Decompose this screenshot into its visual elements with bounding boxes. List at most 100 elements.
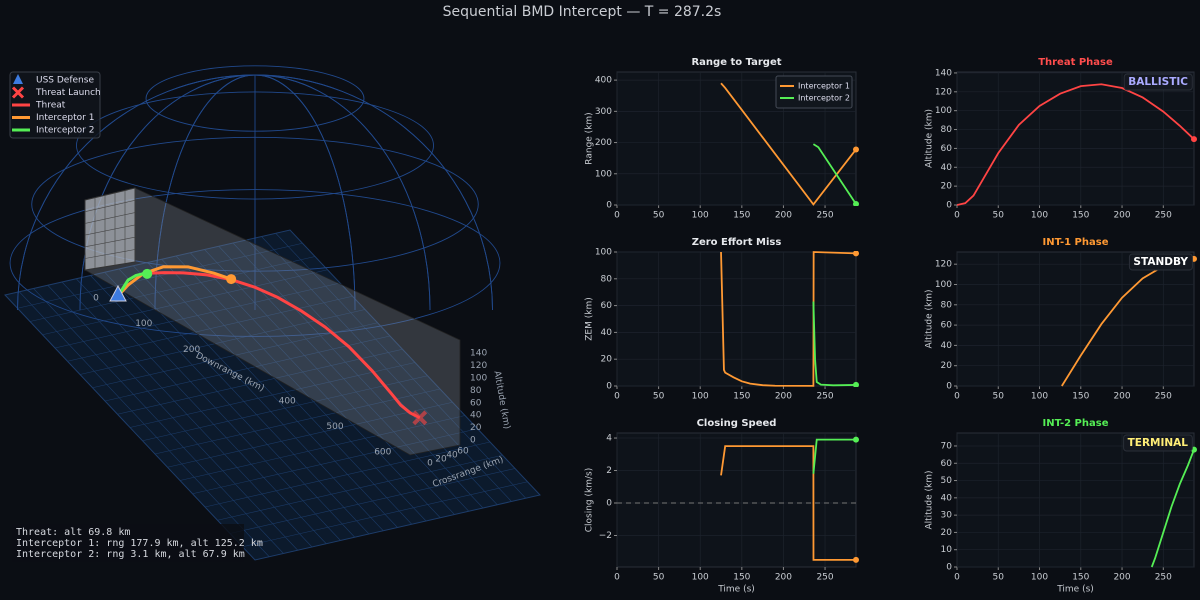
- x-tick-label: 50: [993, 573, 1005, 583]
- y-tick-label: 40: [941, 163, 953, 173]
- ground-grid: [154, 388, 441, 455]
- y-tick-label: 50: [941, 476, 953, 486]
- end-point: [853, 146, 859, 153]
- ground-grid: [142, 375, 428, 442]
- x-axis-label: Time (s): [1056, 585, 1094, 595]
- wall-end: [84, 187, 136, 271]
- altitude-tick-label: 80: [470, 386, 482, 396]
- panel: INT-2 Phase 0 50 100 150 200 250 0 10 20 30 40 50 60 7…: [925, 418, 1197, 595]
- legend-swatch: [11, 86, 25, 99]
- panel: Threat Phase 0 50 100 150 200 250 0 20 40 60 80 100 1…: [925, 57, 1197, 221]
- x-tick-label: 250: [816, 211, 833, 221]
- series-line: [1150, 449, 1195, 568]
- y-tick-label: 100: [595, 169, 612, 179]
- y-tick-label: 20: [941, 528, 953, 538]
- panel-title: Zero Effort Miss: [692, 237, 782, 248]
- altitude-tick-label: 0: [470, 436, 476, 446]
- legend-box: [775, 75, 853, 109]
- y-tick-label: −2: [599, 531, 612, 541]
- trajectory: [148, 271, 421, 420]
- series-line: [720, 82, 857, 206]
- y-tick-label: 0: [606, 499, 612, 509]
- x-tick-label: 200: [1113, 211, 1130, 221]
- status-line: Interceptor 1: rng 177.9 km, alt 125.2 k…: [16, 538, 263, 549]
- plot-area: [956, 432, 1195, 568]
- x-tick-label: 250: [816, 392, 833, 402]
- x-tick-label: 0: [614, 211, 620, 221]
- wall-grid: [84, 200, 136, 212]
- x-tick-label: 200: [1113, 392, 1130, 402]
- downrange-tick-label: 200: [183, 345, 200, 355]
- y-axis-label: Range (km): [585, 112, 595, 164]
- ground-grid: [204, 441, 491, 508]
- end-point: [1191, 136, 1197, 143]
- dome-meridian: [17, 74, 493, 311]
- y-tick-label: 120: [935, 260, 952, 270]
- x-tick-label: 0: [954, 211, 960, 221]
- y-tick-label: 60: [941, 144, 953, 154]
- x-tick-label: 100: [692, 392, 709, 402]
- phase-badge: BALLISTIC: [1128, 76, 1188, 88]
- y-tick-label: 40: [941, 341, 953, 351]
- altitude-tick-label: 120: [470, 361, 487, 371]
- x-tick-label: 50: [653, 573, 665, 583]
- crossrange-tick-label: 40: [446, 451, 458, 461]
- ground-grid: [192, 428, 478, 495]
- y-tick-label: 40: [941, 493, 953, 503]
- y-tick-label: 2: [606, 466, 612, 476]
- x-tick-label: 100: [1031, 211, 1048, 221]
- altitude-tick-label: 60: [470, 398, 482, 408]
- legend-label: Interceptor 2: [798, 94, 850, 103]
- ground-grid: [190, 252, 441, 518]
- y-tick-label: 0: [946, 201, 952, 211]
- x-tick-label: 150: [733, 211, 750, 221]
- panel: Range to Target 0 50 100 150 200 250 0 100 200 300…: [585, 57, 859, 221]
- wall-grid: [84, 236, 136, 248]
- y-tick-label: 80: [941, 125, 953, 135]
- y-tick-label: 0: [946, 563, 952, 573]
- ground-grid: [161, 259, 412, 525]
- series-line: [957, 83, 1195, 206]
- legend-label: Interceptor 1: [798, 82, 850, 91]
- x-tick-label: 150: [1072, 573, 1089, 583]
- y-tick-label: 200: [595, 138, 612, 148]
- y-tick-label: 100: [935, 280, 952, 290]
- ground-grid: [232, 242, 484, 509]
- x-axis-label: Time (s): [717, 585, 755, 595]
- downrange-tick-label: 100: [135, 319, 152, 329]
- y-tick-label: 40: [601, 328, 613, 338]
- current-position: [226, 274, 237, 285]
- altitude-tick-label: 20: [470, 423, 482, 433]
- end-point: [853, 556, 859, 563]
- panel-title: INT-1 Phase: [1043, 237, 1109, 248]
- x-tick-label: 200: [775, 211, 792, 221]
- phase-badge-box: [1123, 73, 1193, 91]
- x-tick-label: 0: [954, 573, 960, 583]
- end-point: [853, 436, 859, 443]
- ground-grid: [275, 233, 526, 499]
- ground-grid: [179, 415, 466, 481]
- y-tick-label: 60: [941, 321, 953, 331]
- y-tick-label: 0: [946, 382, 952, 392]
- panel-title: Threat Phase: [1038, 57, 1113, 68]
- ground-grid: [217, 454, 503, 521]
- x-tick-label: 100: [692, 573, 709, 583]
- ground-grid: [242, 481, 528, 548]
- plot-area: [616, 251, 857, 387]
- panel: Zero Effort Miss 0 50 100 150 200 250 0 20 40 60 80…: [585, 237, 859, 402]
- downrange-tick-label: 600: [374, 448, 391, 458]
- end-point: [853, 251, 859, 257]
- phase-badge-box: [1128, 253, 1193, 271]
- y-tick-label: 140: [935, 68, 952, 78]
- altitude-tick-label: 140: [470, 349, 487, 359]
- wall-grid: [84, 212, 136, 224]
- crossrange-tick-label: 0: [427, 459, 433, 469]
- defense-marker: [109, 284, 127, 302]
- y-tick-label: 100: [595, 248, 612, 258]
- x-tick-label: 250: [816, 573, 833, 583]
- x-tick-label: 150: [1072, 392, 1089, 402]
- y-tick-label: 10: [941, 545, 953, 555]
- phase-badge-box: [1123, 434, 1193, 452]
- legend-label: Interceptor 2: [36, 126, 94, 136]
